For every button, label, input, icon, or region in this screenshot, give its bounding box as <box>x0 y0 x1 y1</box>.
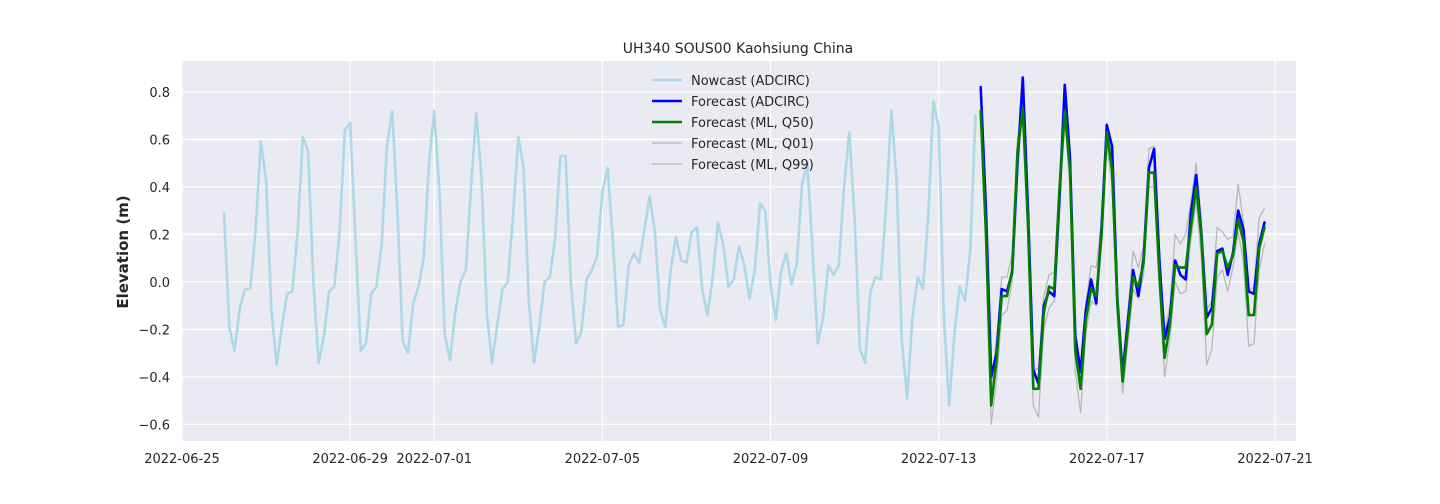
x-axis-ticks: 2022-06-25 2022-06-29 2022-07-01 2022-07-05… <box>144 452 1313 467</box>
y-tick-label: 0.2 <box>149 228 170 243</box>
y-tick-label: 0.6 <box>149 133 170 148</box>
y-tick-label: −0.6 <box>138 418 170 433</box>
x-tick-label: 2022-06-29 <box>312 452 388 467</box>
y-axis-ticks: −0.6 −0.4 −0.2 0.0 0.2 0.4 0.6 0.8 <box>138 86 170 434</box>
series-lines <box>222 76 1266 426</box>
y-tick-label: 0.8 <box>149 86 170 101</box>
x-tick-label: 2022-06-25 <box>144 452 220 467</box>
x-tick-label: 2022-07-17 <box>1069 452 1145 467</box>
y-tick-label: −0.4 <box>138 371 170 386</box>
legend-label-1: Forecast (ADCIRC) <box>691 95 810 110</box>
legend-label-3: Forecast (ML, Q01) <box>691 137 814 152</box>
x-tick-label: 2022-07-01 <box>396 452 472 467</box>
x-tick-label: 2022-07-13 <box>901 452 977 467</box>
legend-label-4: Forecast (ML, Q99) <box>691 158 814 173</box>
y-tick-label: 0.4 <box>149 181 170 196</box>
legend-label-2: Forecast (ML, Q50) <box>691 116 814 131</box>
y-axis-label: Elevation (m) <box>114 195 132 308</box>
series-line-2 <box>979 107 1266 407</box>
x-tick-label: 2022-07-21 <box>1237 452 1313 467</box>
series-line-0 <box>222 100 977 407</box>
x-tick-label: 2022-07-05 <box>565 452 641 467</box>
legend: Nowcast (ADCIRC) Forecast (ADCIRC) Forecas… <box>652 74 814 173</box>
chart-title: UH340 SOUS00 Kaohsiung China <box>623 41 853 57</box>
y-tick-label: −0.2 <box>138 323 170 338</box>
legend-label-0: Nowcast (ADCIRC) <box>691 74 810 89</box>
x-tick-label: 2022-07-09 <box>733 452 809 467</box>
y-tick-label: 0.0 <box>149 276 170 291</box>
